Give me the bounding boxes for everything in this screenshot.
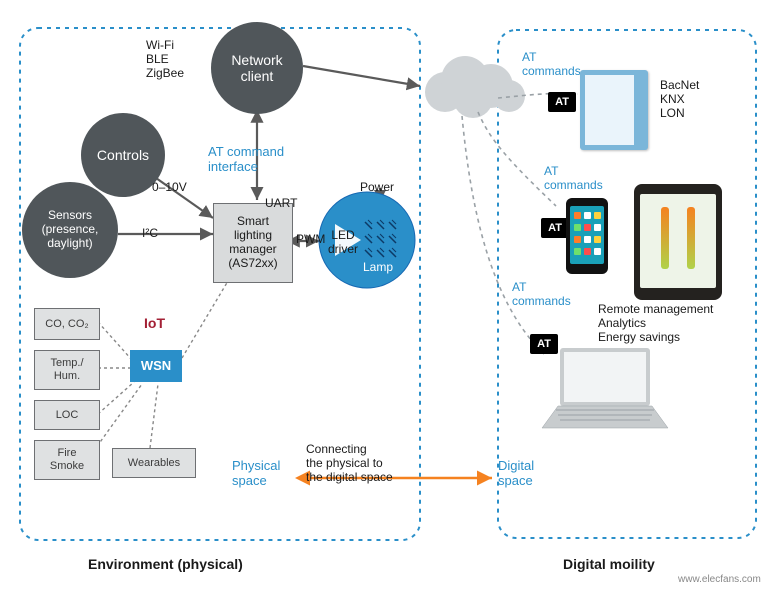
iot-dashed-edge — [182, 281, 228, 358]
phone-app-icon — [584, 236, 591, 243]
iot-dashed-edge — [98, 322, 132, 360]
label-at3: AT commands — [512, 280, 571, 308]
smart-lighting-manager: Smart lighting manager (AS72xx) — [213, 203, 293, 283]
cloud-dashed-edge — [462, 116, 544, 354]
at-badge: AT — [541, 218, 569, 238]
label-at1: AT commands — [522, 50, 581, 78]
at-badge-label: AT — [555, 96, 569, 109]
sensor-box: Fire Smoke — [34, 440, 100, 480]
label-env_physical: Environment (physical) — [88, 556, 243, 572]
label-bacnet: BacNet KNX LON — [660, 78, 699, 120]
phone-app-icon — [584, 248, 591, 255]
phone-app-icon — [574, 248, 581, 255]
phone-app-icon — [594, 236, 601, 243]
iot-dashed-edge — [150, 384, 158, 448]
sensor-box-label: Wearables — [128, 457, 180, 470]
node-label: Sensors (presence, daylight) — [42, 209, 99, 250]
tablet-gauge — [687, 207, 695, 269]
label-physical_space: Physical space — [232, 458, 280, 488]
phone-screen — [570, 206, 604, 264]
phone-app-icon — [584, 212, 591, 219]
label-wifi_ble_zigbee: Wi-Fi BLE ZigBee — [146, 38, 184, 80]
label-connecting: Connecting the physical to the digital s… — [306, 442, 393, 484]
sensor-box: Temp./ Hum. — [34, 350, 100, 390]
node-label: Smart lighting manager (AS72xx) — [228, 215, 277, 270]
lamp-label: Lamp — [363, 260, 393, 274]
edge-solid — [303, 66, 420, 86]
node-network_client: Network client — [211, 22, 303, 114]
phone-icon — [566, 198, 608, 274]
node-sensors: Sensors (presence, daylight) — [22, 182, 118, 278]
phone-app-icon — [594, 212, 601, 219]
label-digital_mobility: Digital moility — [563, 556, 655, 572]
wsn-label: WSN — [141, 359, 171, 374]
label-remote: Remote management Analytics Energy savin… — [598, 302, 713, 344]
label-at_command_if: AT command interface — [208, 144, 284, 174]
sensor-box: CO, CO₂ — [34, 308, 100, 340]
label-at2: AT commands — [544, 164, 603, 192]
at-badge-label: AT — [548, 222, 562, 235]
sensor-box: LOC — [34, 400, 100, 430]
label-i2c: I²C — [142, 226, 158, 240]
sensor-box-label: LOC — [56, 409, 79, 422]
sensor-box-label: CO, CO₂ — [45, 318, 88, 331]
at-badge-label: AT — [537, 338, 551, 351]
phone-app-icon — [584, 224, 591, 231]
tablet-screen — [640, 194, 716, 288]
label-power: Power — [360, 180, 394, 194]
label-zero_ten_v: 0–10V — [152, 180, 187, 194]
led-driver-label: LED driver — [325, 228, 361, 256]
label-uart: UART — [265, 196, 297, 210]
phone-app-icon — [594, 224, 601, 231]
sensor-box-label: Temp./ Hum. — [50, 357, 83, 382]
bacnet-panel — [580, 70, 648, 150]
at-badge: AT — [548, 92, 576, 112]
phone-app-icon — [574, 236, 581, 243]
tablet-icon — [634, 184, 722, 300]
node-label: Controls — [97, 147, 149, 163]
sensor-box-label: Fire Smoke — [50, 447, 84, 472]
sensor-box: Wearables — [112, 448, 196, 478]
label-watermark: www.elecfans.com — [678, 574, 761, 585]
label-iot: IoT — [144, 315, 165, 331]
phone-app-icon — [574, 212, 581, 219]
bacnet-panel-screen — [585, 75, 634, 145]
label-pwm: PWM — [296, 232, 325, 246]
at-badge: AT — [530, 334, 558, 354]
iot-dashed-edge — [98, 382, 134, 414]
label-digital_space: Digital space — [498, 458, 534, 488]
node-label: Network client — [231, 52, 282, 84]
wsn-node: WSN — [130, 350, 182, 382]
cloud-icon — [425, 56, 525, 118]
tablet-gauge — [661, 207, 669, 269]
laptop-icon — [542, 348, 668, 428]
phone-app-icon — [594, 248, 601, 255]
phone-app-icon — [574, 224, 581, 231]
